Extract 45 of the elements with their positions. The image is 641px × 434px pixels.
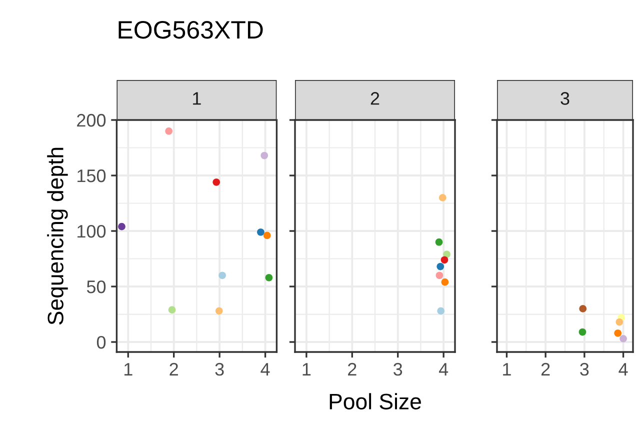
point [438, 194, 446, 202]
point [436, 272, 444, 280]
point [260, 152, 268, 160]
point [437, 307, 445, 315]
point [118, 222, 126, 230]
point [165, 127, 172, 135]
chart-subtitle: 1 [193, 92, 201, 105]
chart-subtitle: 2 [370, 92, 380, 105]
point [215, 307, 223, 315]
x-tick-label: 3 [215, 362, 224, 376]
x-tick-label: 2 [170, 362, 178, 376]
x-tick-label: 2 [541, 362, 550, 376]
chart-subtitle: 3 [560, 92, 570, 105]
x-axis-title: Pool Size [330, 393, 421, 410]
point [265, 274, 273, 282]
y-tick-label: 50 [86, 280, 106, 294]
y-tick-label: 150 [78, 169, 106, 182]
point [218, 272, 226, 280]
point [614, 329, 622, 337]
point [435, 238, 443, 246]
x-tick-label: 4 [260, 363, 270, 376]
point [436, 262, 444, 270]
x-tick-label: 3 [580, 362, 589, 376]
point [441, 278, 449, 286]
x-tick-label: 1 [124, 363, 132, 376]
point [578, 328, 586, 336]
x-tick-label: 4 [438, 363, 448, 376]
x-tick-label: 1 [503, 363, 511, 376]
x-tick-label: 2 [348, 362, 356, 376]
x-tick-label: 4 [618, 363, 628, 376]
chart-title: EOG563XTD [118, 21, 263, 39]
x-tick-label: 1 [302, 363, 311, 376]
y-tick-label: 100 [78, 224, 106, 238]
point [168, 306, 176, 314]
point [263, 232, 271, 240]
y-axis-title: Sequencing depth [47, 148, 68, 325]
y-tick-label: 200 [77, 114, 106, 127]
y-tick-label: 0 [96, 336, 106, 349]
point [212, 178, 220, 186]
point [616, 318, 624, 326]
point [440, 256, 448, 264]
x-tick-label: 3 [394, 362, 402, 376]
point [257, 228, 264, 236]
point [620, 335, 627, 342]
point [579, 305, 587, 312]
